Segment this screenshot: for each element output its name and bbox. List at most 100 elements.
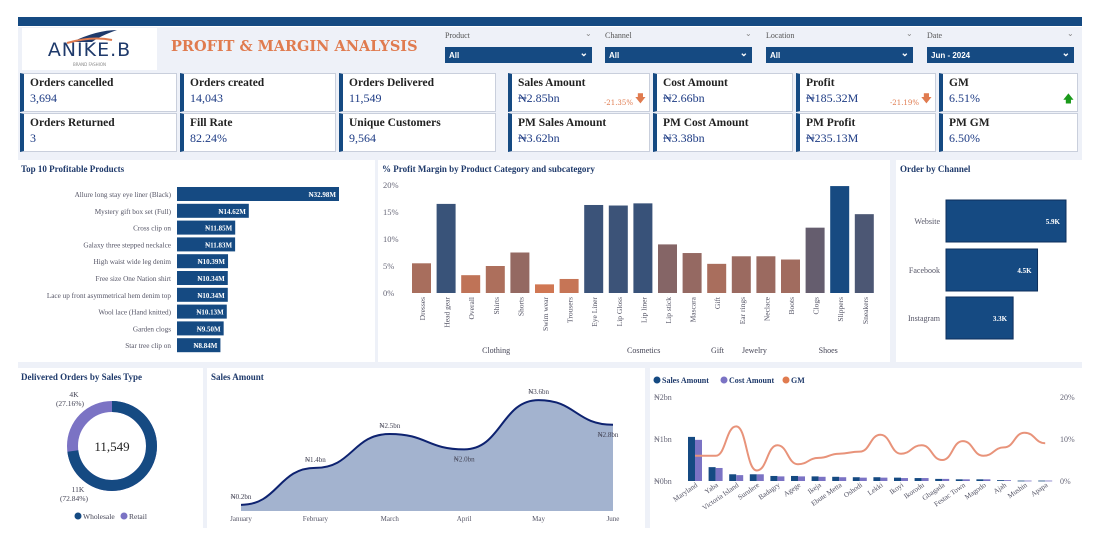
- kpi-card: Cost Amount ₦2.66bn: [653, 73, 793, 112]
- sales-area-fill: [241, 400, 613, 511]
- location-cost-bar: [777, 476, 785, 481]
- product-value-label: ₦32.98M: [309, 191, 337, 199]
- kpi-value: 14,043: [190, 91, 223, 105]
- subcategory-label: Neclace: [762, 296, 771, 321]
- month-label: February: [303, 515, 329, 523]
- category-label: Cosmetics: [627, 346, 660, 355]
- margin-bar: [756, 256, 776, 293]
- top-bar: [18, 17, 1082, 26]
- kpi-value: ₦2.66bn: [663, 91, 705, 105]
- y-tick-label: 15%: [383, 207, 399, 217]
- location-cost-bar: [859, 477, 867, 481]
- location-sales-bar: [935, 478, 943, 481]
- product-label: Cross clip on: [133, 225, 171, 233]
- filter-label: Channel: [605, 31, 632, 40]
- y-tick-label-right: 20%: [1060, 393, 1075, 402]
- sales-data-label: ₦2.5bn: [379, 422, 400, 430]
- location-label: Maryland: [672, 481, 700, 504]
- subcategory-label: Mascara: [689, 296, 698, 322]
- filter-dropdown-location[interactable]: All ⌄: [766, 47, 913, 63]
- legend-label: Sales Amount: [662, 376, 709, 385]
- channel-value-label: 4.5K: [1017, 267, 1032, 275]
- logo: ANIKE.B BRAND FASHION: [22, 28, 157, 70]
- filter-label: Product: [445, 31, 470, 40]
- sales-data-label: ₦3.6bn: [528, 388, 549, 396]
- wholesale-pct-label: (72.84%): [60, 494, 89, 503]
- filter-collapse-chevron-icon[interactable]: ⌄: [745, 29, 752, 38]
- product-value-label: ₦11.85M: [205, 225, 232, 233]
- filter-collapse-chevron-icon[interactable]: ⌄: [1067, 29, 1074, 38]
- kpi-delta: -21.35%: [603, 99, 633, 107]
- subcategory-label: Head gear: [443, 297, 452, 328]
- product-label: Garden clogs: [133, 325, 171, 333]
- filter-label: Date: [927, 31, 943, 40]
- location-label: Surulere: [736, 481, 761, 502]
- product-value-label: ₦10.39M: [198, 258, 226, 266]
- legend-marker: [782, 376, 790, 384]
- location-cost-bar: [839, 477, 847, 481]
- subcategory-label: Lip stick: [664, 297, 673, 324]
- chevron-down-icon: ⌄: [579, 48, 588, 59]
- logo-text: ANIKE.B: [47, 39, 132, 61]
- product-label: Allure long stay eye liner (Black): [75, 191, 172, 199]
- filter-collapse-chevron-icon[interactable]: ⌄: [906, 29, 913, 38]
- sales-type-panel: Delivered Orders by Sales Type: [17, 368, 203, 528]
- gm-line: [694, 425, 1046, 472]
- kpi-delta: -21.19%: [889, 99, 919, 107]
- product-bar: [177, 338, 221, 353]
- logo-subtext: BRAND FASHION: [73, 62, 106, 67]
- subcategory-label: Trousers: [566, 297, 575, 323]
- location-label: Magodo: [963, 481, 988, 502]
- y-tick-label: 5%: [383, 261, 394, 271]
- location-sales-bar: [852, 477, 860, 481]
- location-sales-bar: [997, 480, 1004, 481]
- location-cost-bar: [921, 478, 929, 481]
- kpi-label: PM GM: [949, 117, 990, 129]
- filter-dropdown-date[interactable]: Jun - 2024 ⌄: [927, 47, 1074, 63]
- location-sales-bar: [688, 436, 695, 481]
- location-cost-bar: [818, 476, 826, 481]
- product-bar: [177, 321, 224, 336]
- margin-bar: [461, 275, 481, 293]
- kpi-card: Orders Delivered 11,549: [339, 73, 496, 112]
- panel-title: Top 10 Profitable Products: [21, 164, 125, 174]
- location-sales-bar: [770, 475, 778, 481]
- subcategory-label: Dresses: [418, 297, 427, 320]
- kpi-card: PM Sales Amount ₦3.62bn: [508, 113, 650, 152]
- location-cost-bar: [1045, 480, 1053, 482]
- chevron-down-icon: ⌄: [739, 48, 748, 59]
- kpi-card: PM GM 6.50%: [939, 113, 1078, 152]
- y-tick-label-right: 0%: [1060, 477, 1071, 486]
- margin-bar: [485, 266, 505, 293]
- panel-title: Sales Amount: [211, 372, 264, 382]
- month-label: March: [381, 515, 400, 523]
- trend-up-arrow-icon: 🡅: [1062, 92, 1074, 105]
- donut-center-value: 11,549: [94, 439, 129, 454]
- product-label: High waist wide leg denim: [94, 258, 172, 266]
- filter-collapse-chevron-icon[interactable]: ⌄: [585, 29, 592, 38]
- margin-bar: [731, 256, 751, 293]
- sales-data-label: ₦0.2bn: [231, 493, 252, 501]
- kpi-value: 6.51%: [949, 91, 980, 105]
- margin-bar: [412, 263, 431, 293]
- legend-label: Cost Amount: [729, 376, 774, 385]
- subcategory-label: Shirts: [492, 297, 501, 315]
- filter-dropdown-channel[interactable]: All ⌄: [605, 47, 752, 63]
- location-cost-bar: [901, 478, 908, 481]
- channel-bar: [945, 296, 1014, 340]
- location-sales-bar: [976, 479, 984, 481]
- month-label: January: [230, 515, 252, 523]
- kpi-card: PM Cost Amount ₦3.38bn: [653, 113, 793, 152]
- location-label: Apapa: [1029, 481, 1050, 499]
- y-tick-label: 10%: [383, 234, 399, 244]
- kpi-value: ₦185.32M: [806, 91, 859, 105]
- sales-data-label: ₦1.4bn: [305, 456, 326, 464]
- kpi-value: ₦2.85bn: [518, 91, 560, 105]
- panel-title: % Profit Margin by Product Category and …: [382, 164, 595, 174]
- product-value-label: ₦10.34M: [197, 292, 225, 300]
- kpi-label: GM: [949, 77, 969, 89]
- product-bar: [177, 237, 236, 252]
- filter-dropdown-product[interactable]: All ⌄: [445, 47, 592, 63]
- wholesale-slice: [67, 401, 157, 491]
